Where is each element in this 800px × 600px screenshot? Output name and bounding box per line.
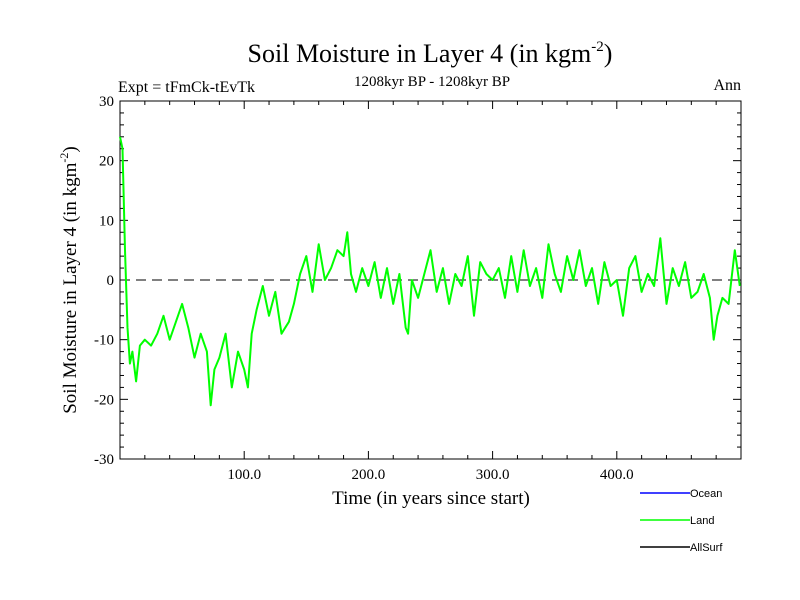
y-axis-label-sup: -2: [57, 153, 71, 163]
season-label: Ann: [713, 77, 741, 94]
y-axis-label-close: ): [60, 146, 81, 152]
y-tick-label: 0: [107, 273, 115, 289]
y-tick-label: -20: [94, 392, 114, 408]
legend-label-allsurf: AllSurf: [690, 542, 723, 554]
x-tick-label: 300.0: [476, 467, 510, 483]
y-tick-label: 20: [99, 154, 114, 170]
y-axis-label: Soil Moisture in Layer 4 (in kgm-2): [57, 146, 81, 414]
chart-subtitle: 1208kyr BP - 1208kyr BP: [354, 74, 510, 90]
series-land-line: [119, 136, 741, 407]
x-tick-label: 100.0: [227, 467, 261, 483]
y-tick-label: -30: [94, 452, 114, 468]
x-tick-label: 400.0: [600, 467, 634, 483]
x-tick-label: 200.0: [352, 467, 386, 483]
y-tick-label: -10: [94, 333, 114, 349]
legend-label-land: Land: [690, 515, 714, 527]
x-axis-ticks: 100.0 200.0 300.0 400.0: [144, 101, 717, 483]
x-axis-label: Time (in years since start): [332, 488, 530, 509]
chart-title-sup: -2: [591, 39, 604, 55]
y-axis-label-main: Soil Moisture in Layer 4 (in kgm: [60, 162, 81, 413]
y-axis-ticks: -30 -20 -10 0 10 20 30: [94, 94, 741, 468]
experiment-label: Expt = tFmCk-tEvTk: [118, 79, 255, 96]
chart-title: Soil Moisture in Layer 4 (in kgm-2): [248, 39, 613, 68]
legend-label-ocean: Ocean: [690, 488, 722, 500]
y-tick-label: 30: [99, 94, 114, 110]
legend: Ocean Land AllSurf: [640, 488, 723, 554]
chart-title-main: Soil Moisture in Layer 4 (in kgm: [248, 39, 592, 68]
y-tick-label: 10: [99, 213, 114, 229]
chart-title-close: ): [604, 39, 613, 68]
